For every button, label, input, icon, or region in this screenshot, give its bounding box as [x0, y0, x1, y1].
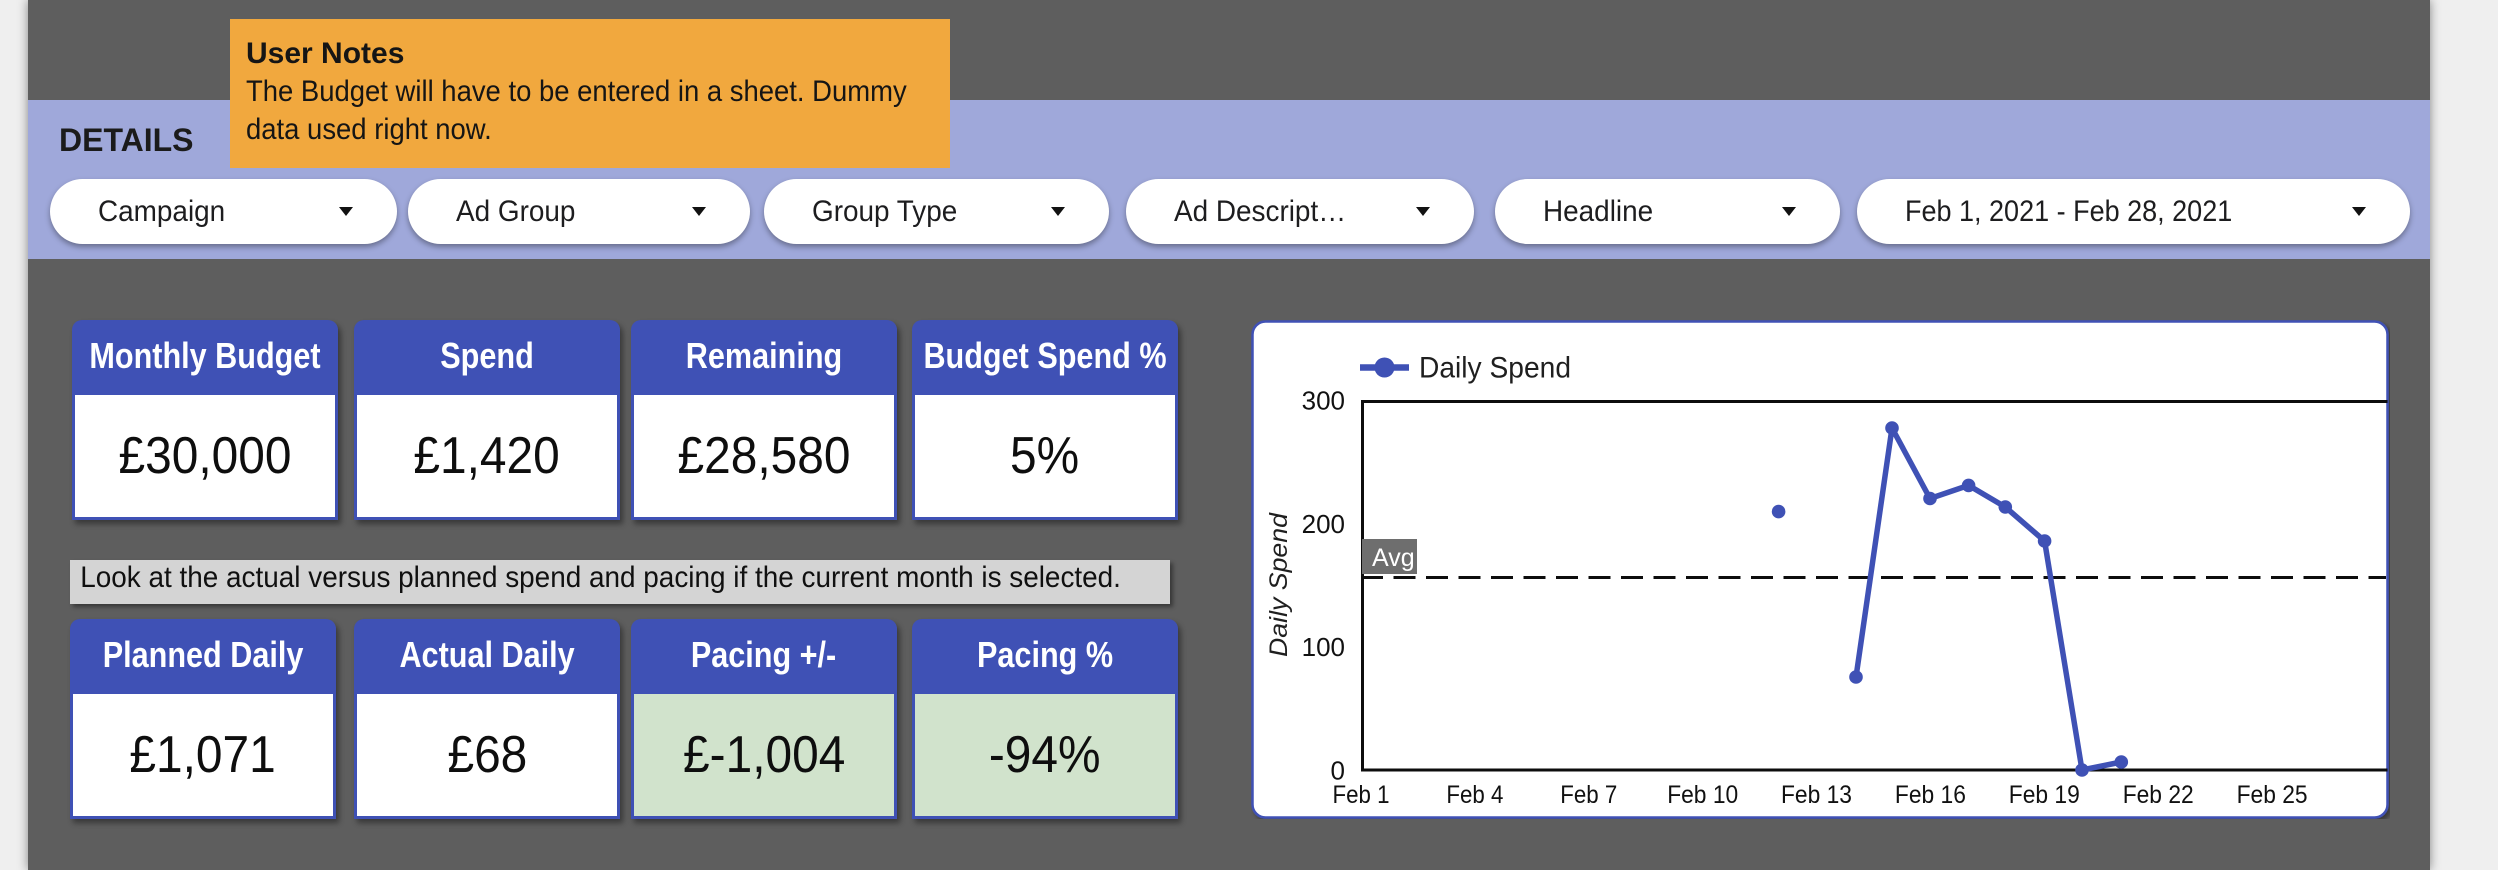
- svg-text:Feb 19: Feb 19: [2009, 781, 2080, 809]
- svg-text:Feb 4: Feb 4: [1446, 781, 1503, 809]
- svg-text:200: 200: [1302, 509, 1345, 539]
- svg-text:100: 100: [1302, 632, 1345, 662]
- svg-text:Feb 1: Feb 1: [1333, 781, 1390, 809]
- svg-text:Feb 16: Feb 16: [1895, 781, 1966, 809]
- svg-text:0: 0: [1331, 756, 1345, 786]
- svg-text:Feb 25: Feb 25: [2237, 781, 2308, 809]
- svg-text:Feb 13: Feb 13: [1781, 781, 1852, 809]
- svg-text:300: 300: [1302, 386, 1345, 416]
- svg-text:Feb 10: Feb 10: [1667, 781, 1738, 809]
- svg-text:Feb 7: Feb 7: [1560, 781, 1617, 809]
- svg-text:Feb 22: Feb 22: [2123, 781, 2194, 809]
- svg-text:Daily Spend: Daily Spend: [1419, 352, 1571, 385]
- svg-text:Avg: Avg: [1372, 544, 1415, 572]
- svg-text:Daily Spend: Daily Spend: [1265, 512, 1293, 657]
